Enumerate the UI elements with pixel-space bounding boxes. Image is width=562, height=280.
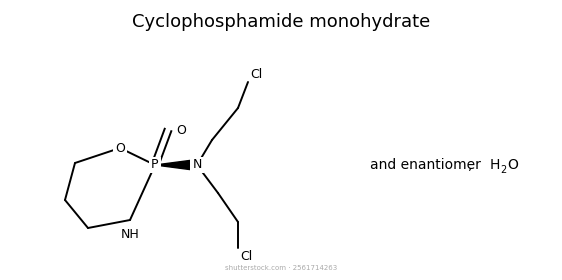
Text: H: H <box>490 158 500 172</box>
Text: Cyclophosphamide monohydrate: Cyclophosphamide monohydrate <box>132 13 430 31</box>
Text: 2: 2 <box>500 165 506 175</box>
Polygon shape <box>155 160 197 171</box>
Text: Cl: Cl <box>250 67 262 81</box>
Text: N: N <box>192 158 202 171</box>
Text: P: P <box>151 158 158 171</box>
Text: shutterstock.com · 2561714263: shutterstock.com · 2561714263 <box>225 265 337 271</box>
Text: and enantiomer: and enantiomer <box>370 158 481 172</box>
Text: NH: NH <box>121 227 139 241</box>
Text: O: O <box>176 123 186 137</box>
Text: O: O <box>507 158 518 172</box>
Text: Cl: Cl <box>240 249 252 263</box>
Text: O: O <box>115 141 125 155</box>
Text: ,: , <box>468 158 472 172</box>
